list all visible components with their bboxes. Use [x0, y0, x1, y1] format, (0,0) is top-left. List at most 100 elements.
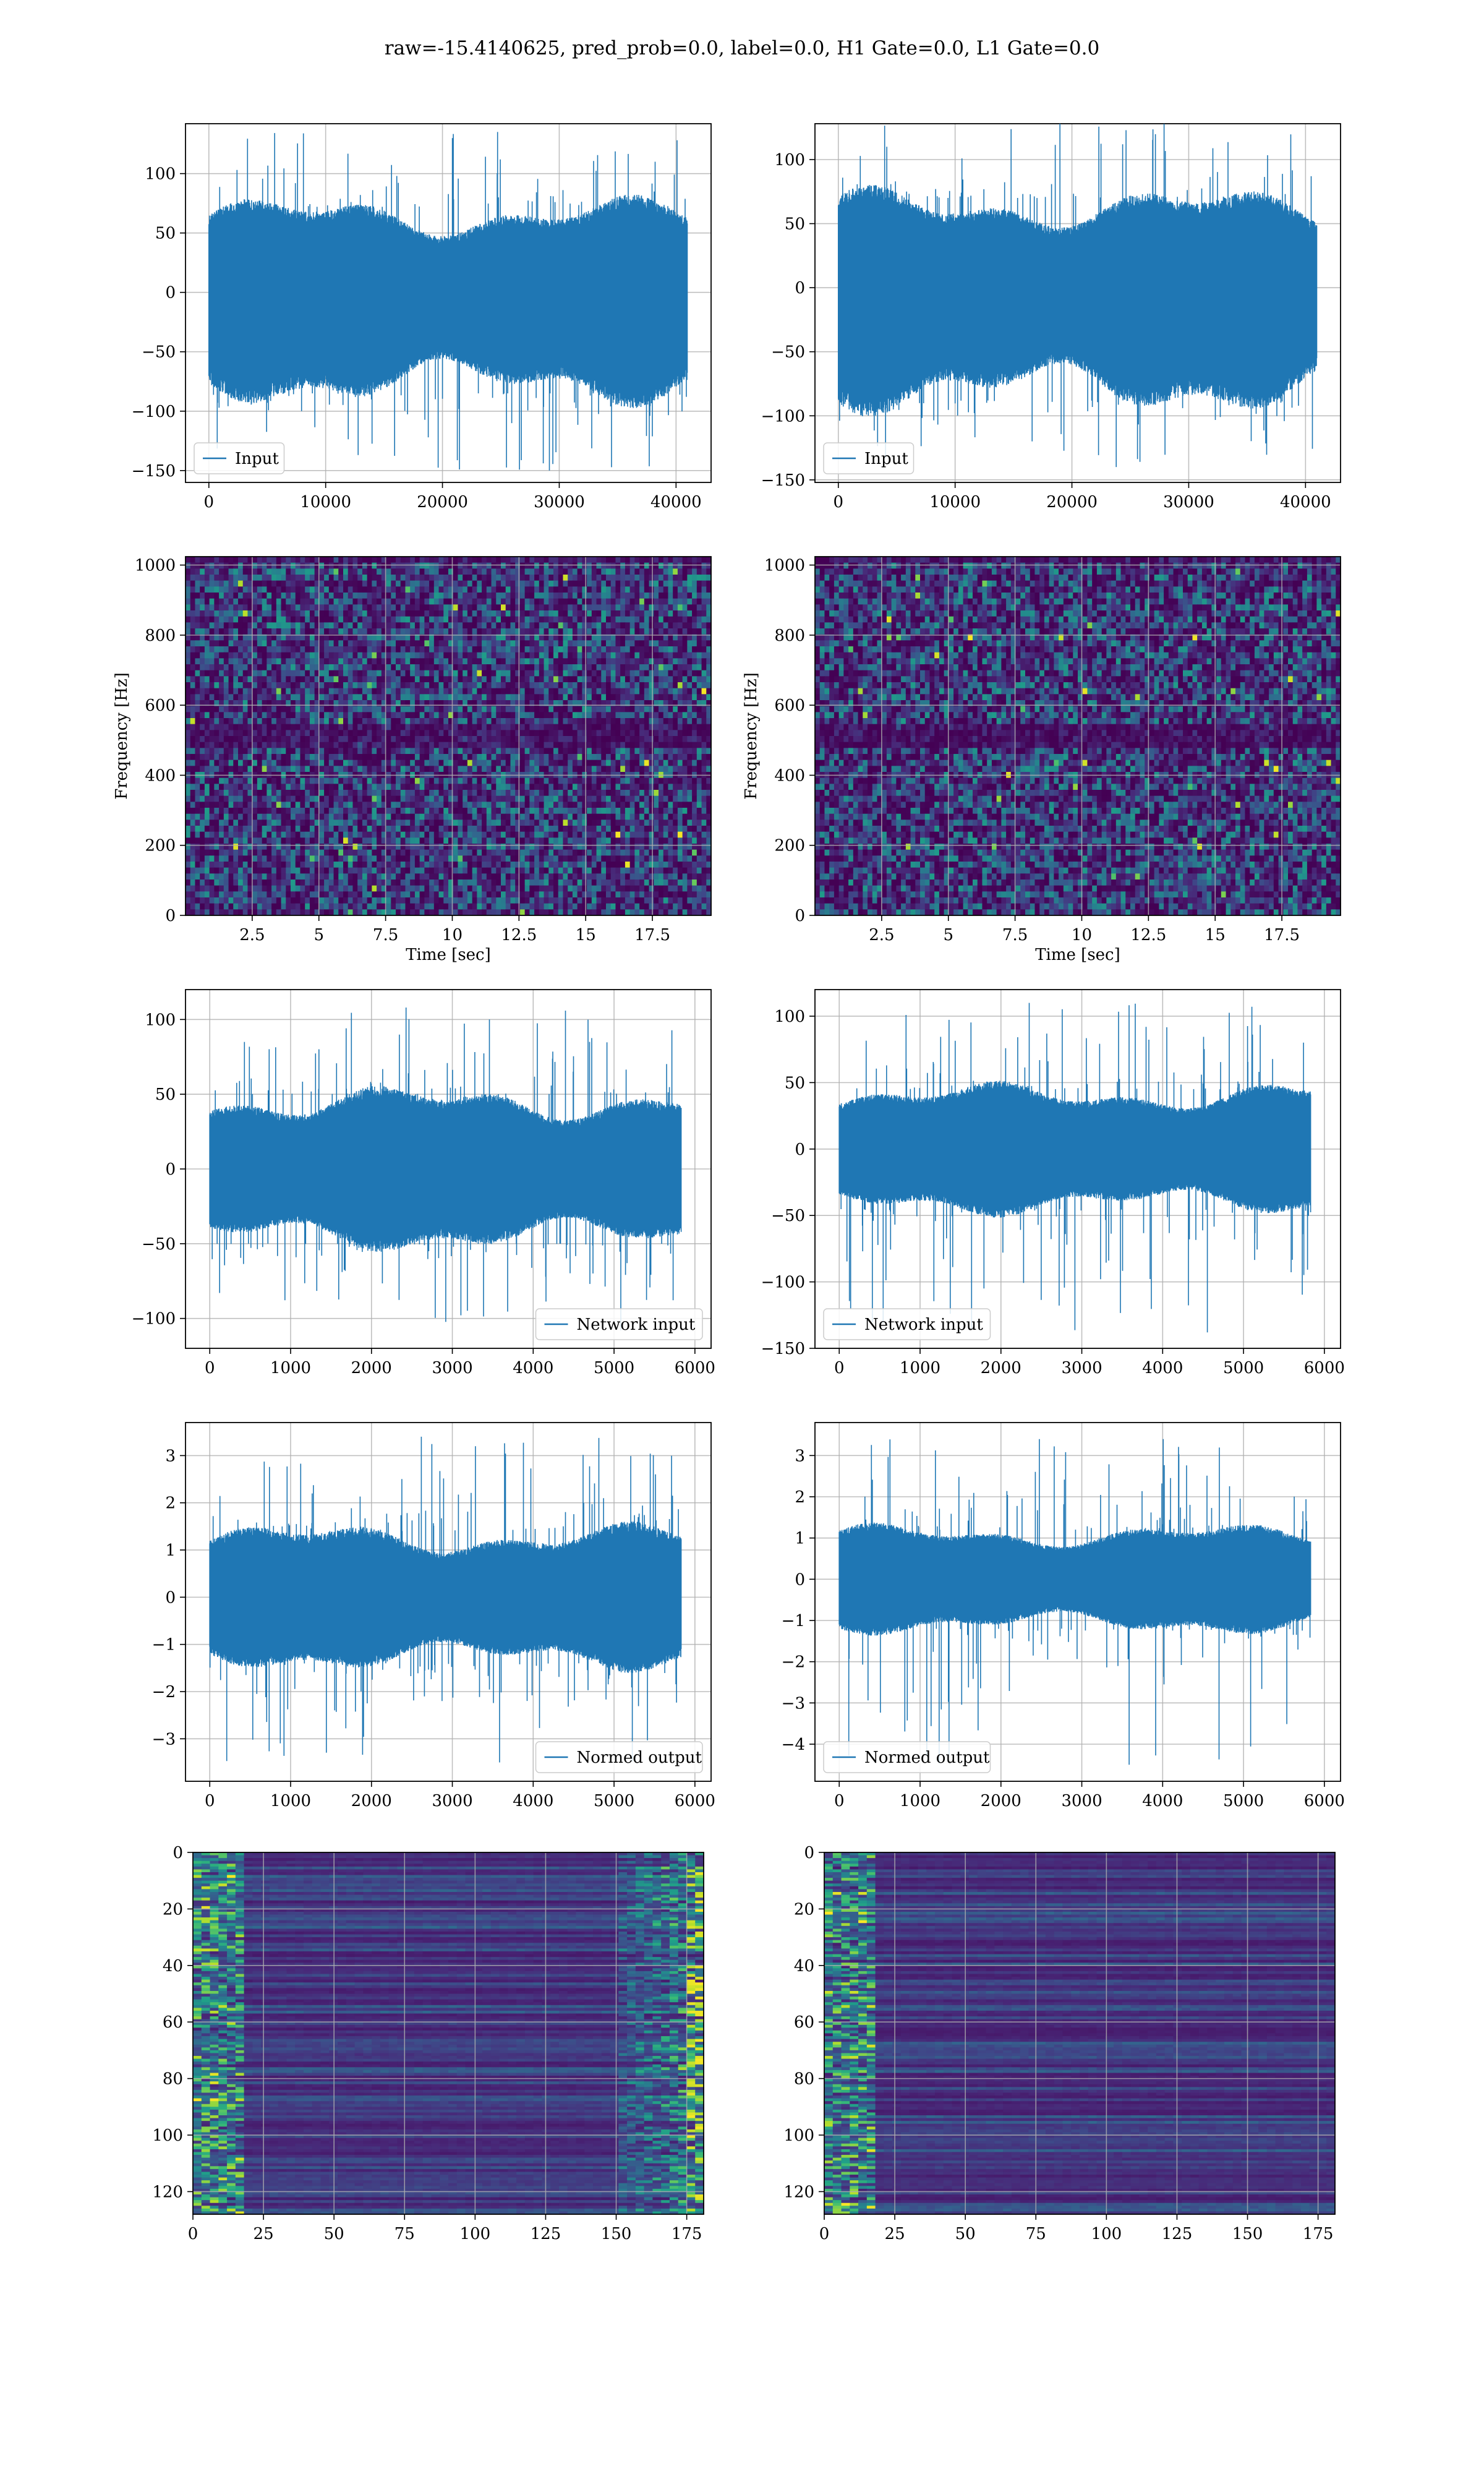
x-tick-label: 5000	[1223, 1792, 1264, 1810]
x-tick-label: 150	[1232, 2225, 1263, 2243]
x-tick-label: 5000	[1223, 1359, 1264, 1377]
y-tick-label: 100	[145, 1011, 176, 1029]
y-tick-label: 100	[145, 165, 176, 184]
series-line	[210, 1008, 681, 1330]
x-tick-label: 1000	[270, 1359, 311, 1377]
y-tick-label: 0	[173, 1844, 183, 1862]
series-line	[209, 132, 688, 470]
x-tick-label: 7.5	[1002, 926, 1028, 944]
x-tick-label: 3000	[432, 1792, 472, 1810]
y-tick-label: 120	[152, 2183, 183, 2201]
y-tick-label: 0	[165, 1588, 176, 1607]
y-tick-label: 40	[794, 1957, 814, 1975]
x-tick-label: 0	[204, 493, 215, 511]
x-tick-label: 4000	[513, 1792, 553, 1810]
x-tick-label: 17.5	[1264, 926, 1300, 944]
y-tick-label: −2	[782, 1653, 805, 1672]
x-tick-label: 0	[205, 1792, 215, 1810]
x-tick-label: 12.5	[1130, 926, 1166, 944]
legend-label: Input	[235, 450, 279, 468]
x-tick-label: 20000	[1046, 493, 1098, 511]
y-tick-label: 0	[804, 1844, 814, 1862]
panel-l1-input: 0 10000 20000 30000 40000−150−100−50050100In…	[761, 124, 1341, 511]
y-tick-label: 80	[163, 2070, 183, 2089]
y-tick-label: −100	[761, 407, 805, 426]
y-tick-label: −100	[132, 1310, 176, 1329]
x-tick-label: 40000	[1280, 493, 1331, 511]
x-tick-label: 4000	[513, 1359, 553, 1377]
y-tick-label: 0	[795, 279, 805, 297]
y-tick-label: 100	[152, 2126, 183, 2145]
y-tick-label: 20	[794, 1900, 814, 1919]
x-tick-label: 175	[672, 2225, 702, 2243]
x-tick-label: 2.5	[869, 926, 894, 944]
x-tick-label: 3000	[432, 1359, 472, 1377]
series-line	[210, 1437, 681, 1763]
x-tick-label: 5000	[594, 1792, 634, 1810]
y-tick-label: 1000	[764, 557, 805, 575]
x-tick-label: 6000	[1304, 1359, 1345, 1377]
x-tick-label: 175	[1303, 2225, 1334, 2243]
x-tick-label: 17.5	[634, 926, 670, 944]
y-tick-label: −150	[761, 1340, 805, 1358]
legend-label: Network input	[864, 1316, 983, 1334]
x-tick-label: 1000	[270, 1792, 311, 1810]
x-tick-label: 100	[460, 2225, 491, 2243]
y-tick-label: −50	[771, 343, 805, 362]
x-tick-label: 2.5	[239, 926, 265, 944]
panel-h1-normed-output: 0 1000 2000 3000 4000 5000 6000−3−2−10123Norme…	[152, 1423, 715, 1810]
legend-label: Normed output	[577, 1748, 702, 1767]
panel-h1-spectrogram: 2.5 5 7.5 10 12.5 15 17.502004006008001000Time…	[113, 557, 712, 964]
y-tick-label: −50	[771, 1207, 805, 1225]
x-tick-label: 0	[834, 1792, 845, 1810]
x-tick-label: 1000	[900, 1359, 940, 1377]
x-tick-label: 15	[576, 926, 596, 944]
y-tick-label: 50	[785, 215, 805, 234]
y-tick-label: −2	[152, 1683, 176, 1701]
x-tick-label: 10000	[929, 493, 981, 511]
y-tick-label: −3	[152, 1730, 176, 1748]
x-tick-label: 3000	[1061, 1792, 1102, 1810]
x-tick-label: 20000	[417, 493, 468, 511]
x-tick-label: 1000	[900, 1792, 940, 1810]
x-tick-label: 10	[442, 926, 463, 944]
y-tick-label: 0	[165, 1160, 176, 1179]
y-tick-label: 40	[163, 1957, 183, 1975]
series-line	[839, 1003, 1310, 1333]
x-tick-label: 0	[834, 1359, 845, 1377]
y-tick-label: −150	[761, 471, 805, 490]
y-tick-label: −1	[782, 1612, 805, 1630]
x-tick-label: 40000	[650, 493, 702, 511]
y-tick-label: 80	[794, 2070, 814, 2089]
panel-l1-normed-output: 0 1000 2000 3000 4000 5000 6000−4−3−2−10123Nor…	[782, 1423, 1345, 1810]
x-tick-label: 50	[324, 2225, 344, 2243]
x-tick-label: 7.5	[373, 926, 398, 944]
panel-l1-network-input: 0 1000 2000 3000 4000 5000 6000−150−100−500501…	[761, 990, 1345, 1377]
x-tick-label: 6000	[675, 1359, 715, 1377]
y-tick-label: 400	[774, 766, 805, 785]
x-tick-label: 100	[1091, 2225, 1122, 2243]
y-tick-label: 800	[145, 627, 176, 645]
panel-l1-spectrogram: 2.5 5 7.5 10 12.5 15 17.502004006008001000Time…	[742, 557, 1341, 964]
x-tick-label: 2000	[351, 1359, 392, 1377]
y-tick-label: 2	[795, 1488, 805, 1507]
x-tick-label: 6000	[675, 1792, 715, 1810]
y-tick-label: 3	[795, 1447, 805, 1465]
feature-map-image	[193, 1852, 704, 2215]
y-axis-label: Frequency [Hz]	[113, 672, 131, 800]
legend: Normed output	[824, 1742, 991, 1773]
y-tick-label: 3	[165, 1447, 176, 1465]
y-tick-label: 100	[774, 1008, 805, 1026]
y-tick-label: 60	[794, 2013, 814, 2032]
y-tick-label: 0	[795, 1141, 805, 1159]
y-tick-label: 0	[165, 907, 176, 925]
feature-map-image	[824, 1852, 1336, 2215]
series-line	[839, 1439, 1310, 1765]
x-tick-label: 25	[254, 2225, 274, 2243]
y-tick-label: 60	[163, 2013, 183, 2032]
x-tick-label: 5000	[594, 1359, 634, 1377]
x-tick-label: 3000	[1061, 1359, 1102, 1377]
y-tick-label: 2	[165, 1494, 176, 1513]
